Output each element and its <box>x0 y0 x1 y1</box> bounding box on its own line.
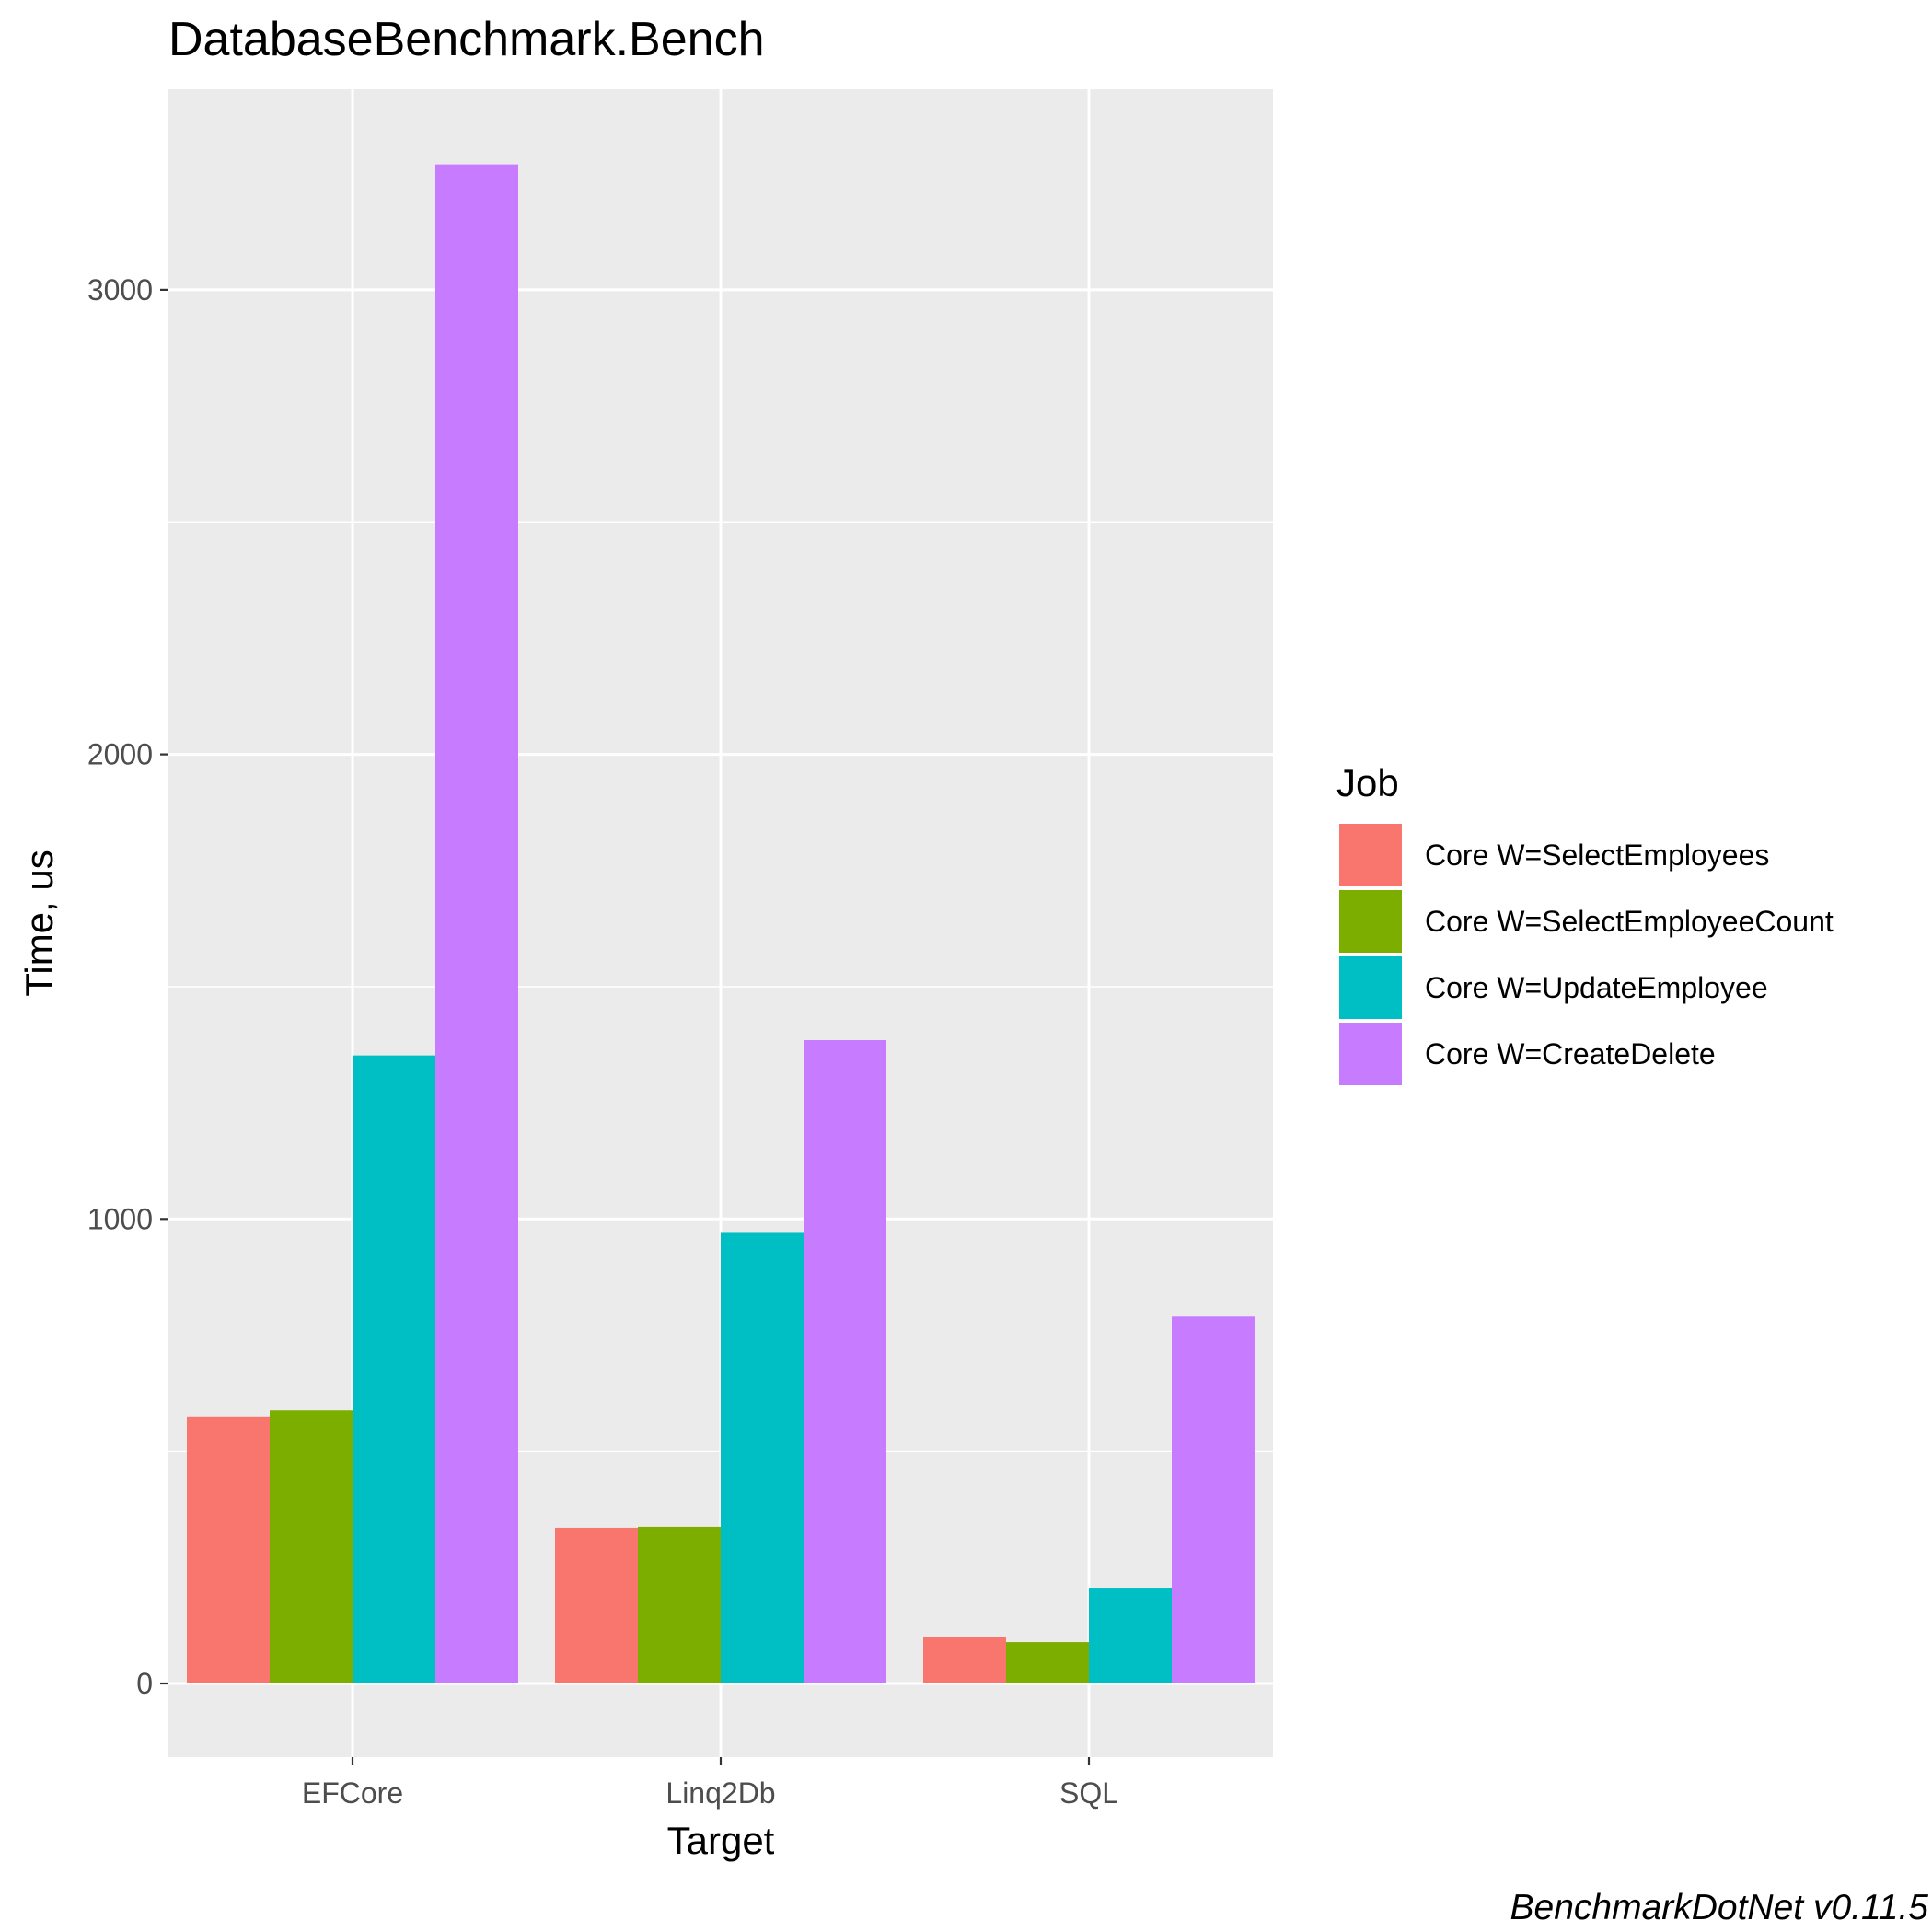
legend-label: Core W=SelectEmployeeCount <box>1425 905 1834 938</box>
bar <box>1006 1642 1089 1683</box>
chart-title: DatabaseBenchmark.Bench <box>168 13 765 66</box>
bar <box>804 1039 886 1683</box>
legend-title: Job <box>1336 761 1399 804</box>
y-axis: 0 1000 2000 3000 <box>87 273 168 1700</box>
legend-label: Core W=SelectEmployees <box>1425 839 1769 872</box>
y-tick-label: 3000 <box>87 273 153 307</box>
legend-key <box>1339 1023 1402 1085</box>
x-axis-title: Target <box>667 1819 775 1862</box>
legend-key <box>1339 890 1402 953</box>
bar <box>270 1410 353 1683</box>
legend-key <box>1339 956 1402 1019</box>
bar <box>638 1526 721 1683</box>
bar <box>353 1055 435 1683</box>
bars <box>187 164 1255 1684</box>
y-tick-label: 2000 <box>87 738 153 771</box>
bar <box>1172 1316 1255 1683</box>
y-axis-title: Time, us <box>17 850 61 996</box>
x-tick-label: SQL <box>1059 1776 1118 1810</box>
legend-key <box>1339 824 1402 886</box>
legend-label: Core W=UpdateEmployee <box>1425 971 1768 1004</box>
x-tick-label: EFCore <box>302 1776 403 1810</box>
bar <box>1089 1588 1172 1683</box>
x-tick-label: Linq2Db <box>665 1776 775 1810</box>
x-axis: EFCore Linq2Db SQL <box>302 1757 1118 1810</box>
bar <box>187 1416 270 1683</box>
y-tick-label: 0 <box>136 1667 153 1700</box>
bar <box>435 164 518 1684</box>
bar <box>923 1637 1006 1683</box>
legend-label: Core W=CreateDelete <box>1425 1037 1716 1070</box>
bar <box>721 1232 804 1683</box>
legend-items: Core W=SelectEmployees Core W=SelectEmplo… <box>1339 824 1834 1085</box>
bar <box>555 1527 638 1683</box>
y-tick-label: 1000 <box>87 1202 153 1235</box>
caption: BenchmarkDotNet v0.11.5 <box>1510 1888 1929 1927</box>
